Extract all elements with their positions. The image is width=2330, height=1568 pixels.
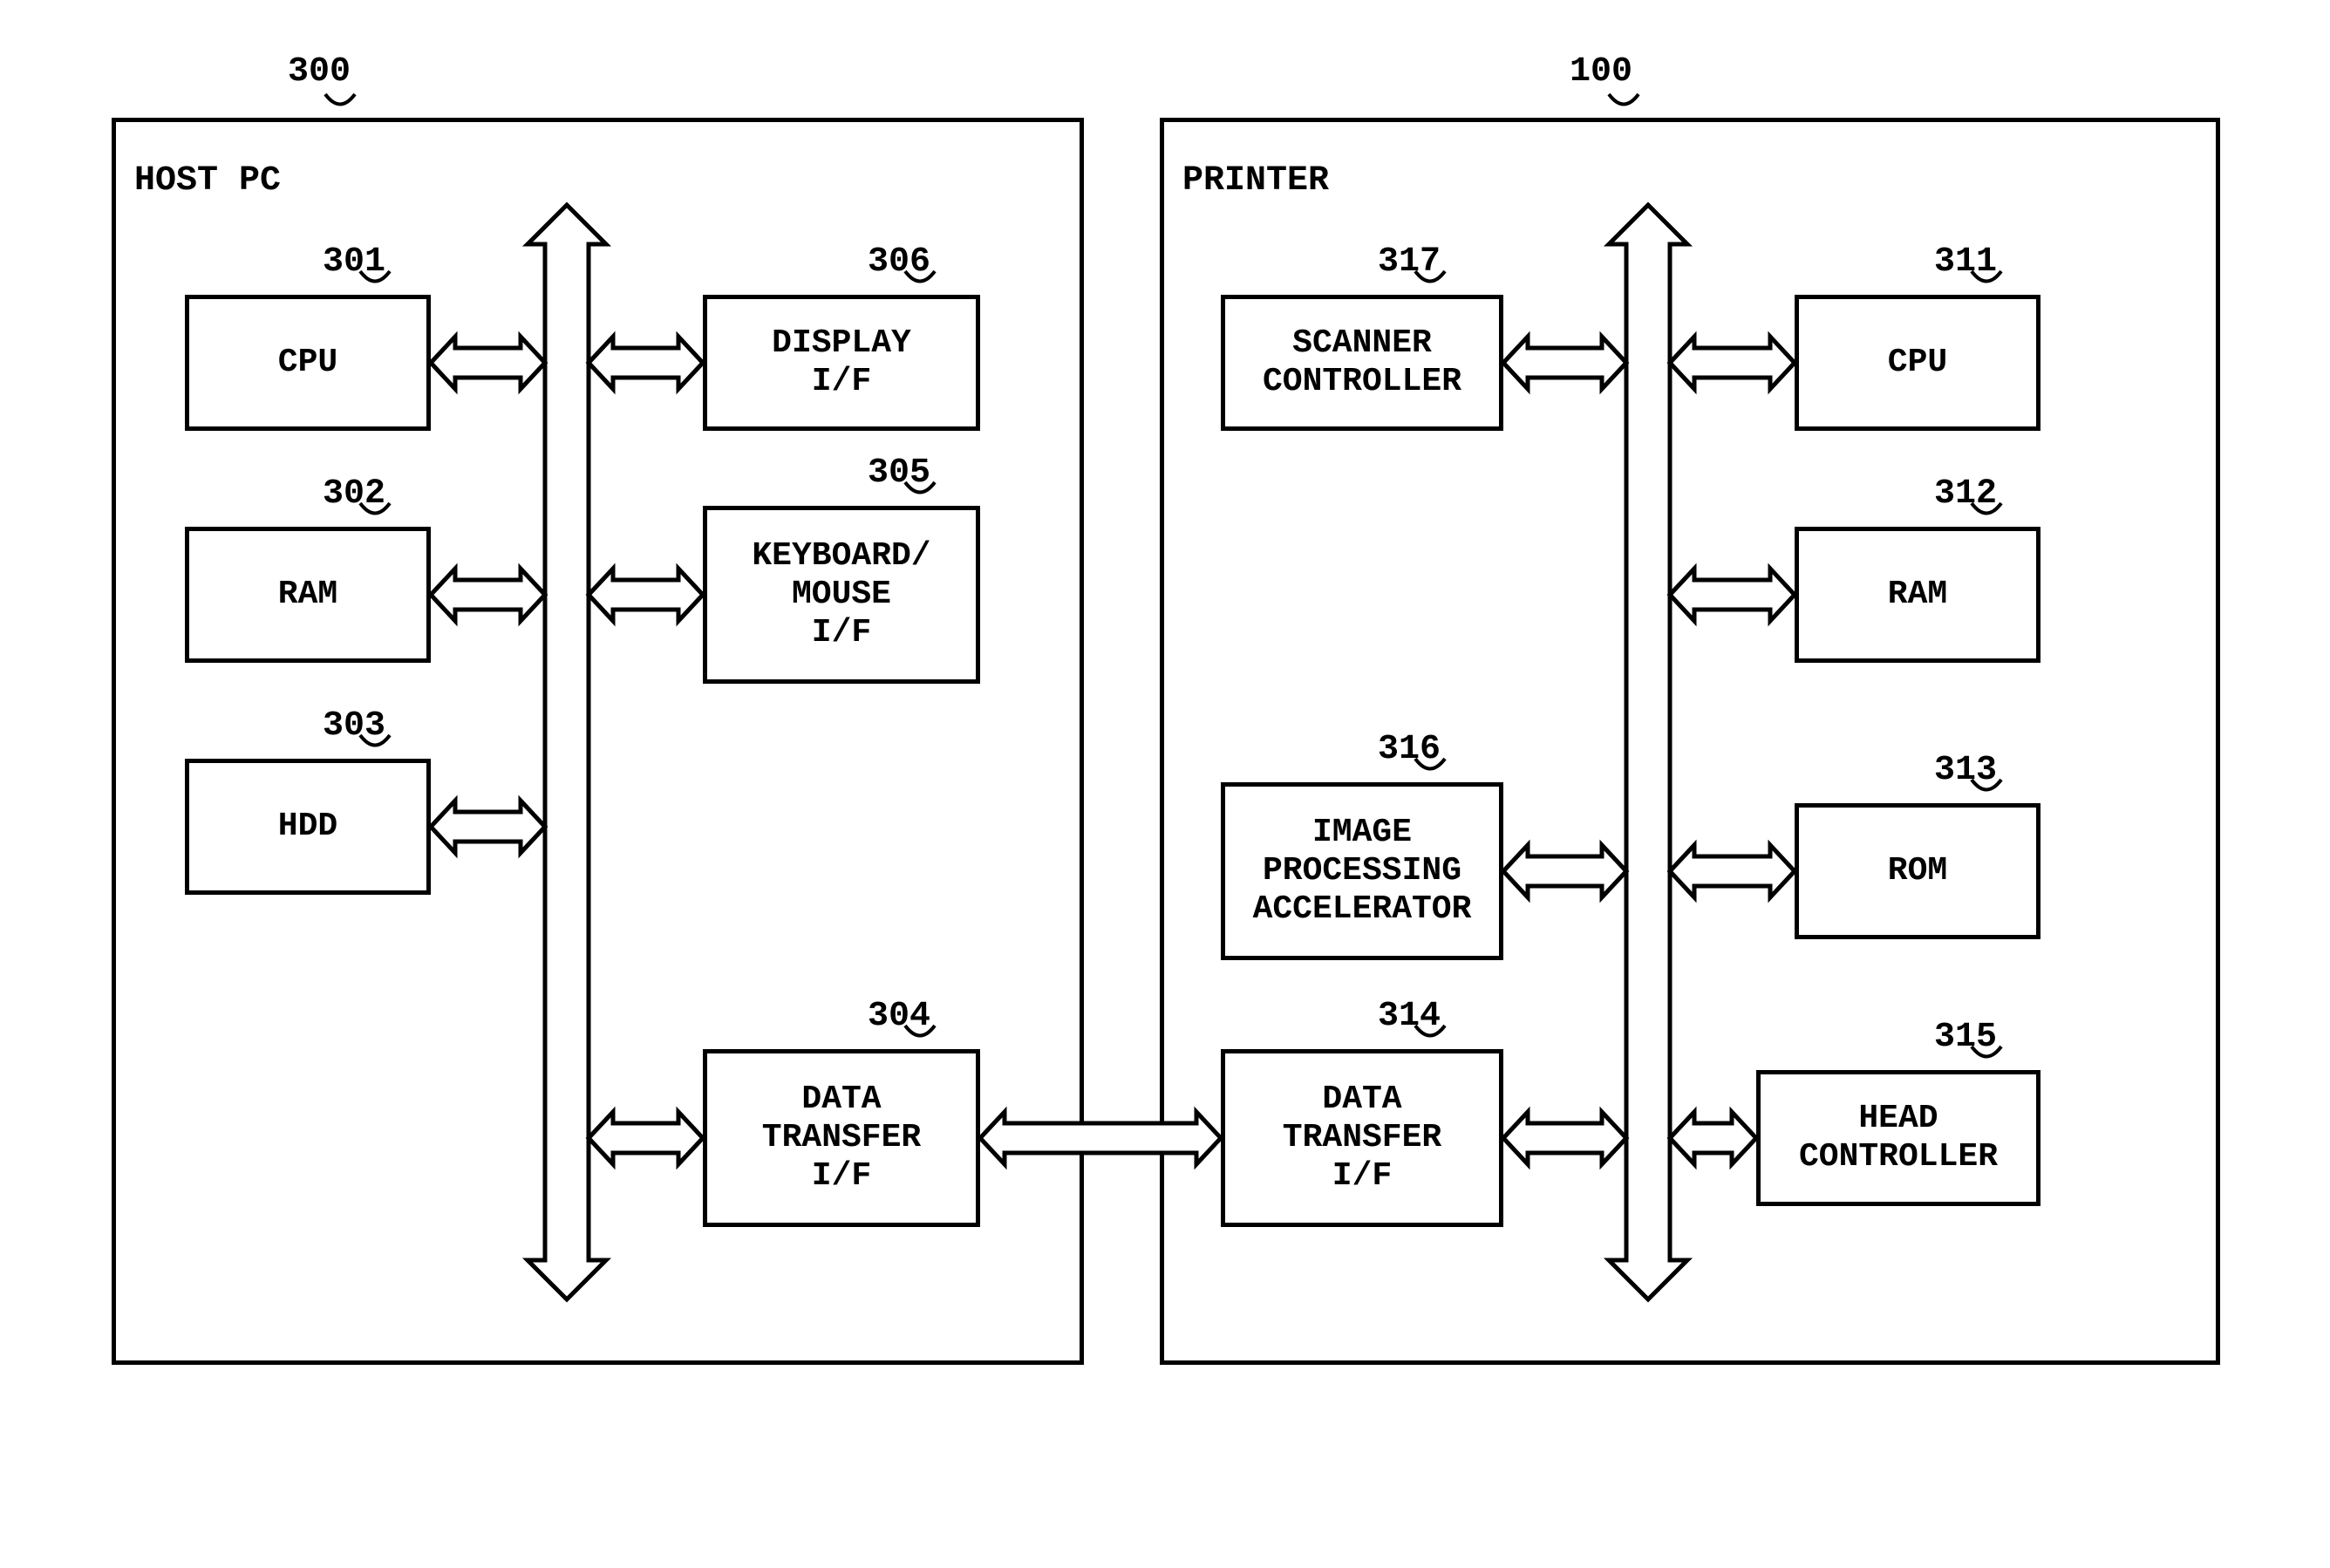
head-ctrl-block: HEAD CONTROLLER [1756, 1070, 2040, 1206]
a-host-ram-r [431, 569, 545, 621]
a-inter [980, 1112, 1221, 1164]
host-data-if-block: DATA TRANSFER I/F [703, 1049, 980, 1227]
diagram-canvas: HOST PC300PRINTER100CPU301RAM302HDD303DI… [0, 0, 2330, 1568]
a-host-hdd-r [431, 801, 545, 853]
scanner-ctrl-block: SCANNER CONTROLLER [1221, 295, 1503, 431]
display-if-block: DISPLAY I/F [703, 295, 980, 431]
display-if-label: DISPLAY I/F [772, 324, 911, 400]
printer-data-if-label: DATA TRANSFER I/F [1283, 1081, 1441, 1195]
printer-ram-label: RAM [1888, 576, 1947, 614]
printer-rom-block: ROM [1795, 803, 2040, 939]
a-prdata-r [1503, 1112, 1626, 1164]
host-pc-ref: 300 [288, 52, 351, 92]
printer-cpu-block: CPU [1795, 295, 2040, 431]
host-data-if-label: DATA TRANSFER I/F [762, 1081, 921, 1195]
a-host-cpu-r [431, 337, 545, 389]
a-prcpu-l [1670, 337, 1795, 389]
kb-mouse-if-label: KEYBOARD/ MOUSE I/F [752, 537, 930, 651]
printer-rom-label: ROM [1888, 852, 1947, 890]
host-ram-block: RAM [185, 527, 431, 663]
printer-ram-block: RAM [1795, 527, 2040, 663]
scanner-ctrl-label: SCANNER CONTROLLER [1263, 324, 1461, 400]
host-cpu-label: CPU [278, 344, 337, 382]
a-prram-l [1670, 569, 1795, 621]
printer-label: PRINTER [1182, 161, 1329, 201]
host-pc-label: HOST PC [134, 161, 281, 201]
a-headctrl-l [1670, 1112, 1756, 1164]
a-scanner-r [1503, 337, 1626, 389]
a-display-l [589, 337, 703, 389]
a-hostdata-l [589, 1112, 703, 1164]
host-ram-label: RAM [278, 576, 337, 614]
printer-data-if-block: DATA TRANSFER I/F [1221, 1049, 1503, 1227]
img-proc-label: IMAGE PROCESSING ACCELERATOR [1253, 814, 1472, 928]
img-proc-block: IMAGE PROCESSING ACCELERATOR [1221, 782, 1503, 960]
printer-cpu-label: CPU [1888, 344, 1947, 382]
printer-ref: 100 [1570, 52, 1632, 92]
kb-mouse-if-block: KEYBOARD/ MOUSE I/F [703, 506, 980, 684]
host-hdd-label: HDD [278, 808, 337, 846]
a-prrom-l [1670, 845, 1795, 897]
host-cpu-block: CPU [185, 295, 431, 431]
host-hdd-block: HDD [185, 759, 431, 895]
a-kbm-l [589, 569, 703, 621]
a-imgproc-r [1503, 845, 1626, 897]
head-ctrl-label: HEAD CONTROLLER [1799, 1100, 1998, 1176]
